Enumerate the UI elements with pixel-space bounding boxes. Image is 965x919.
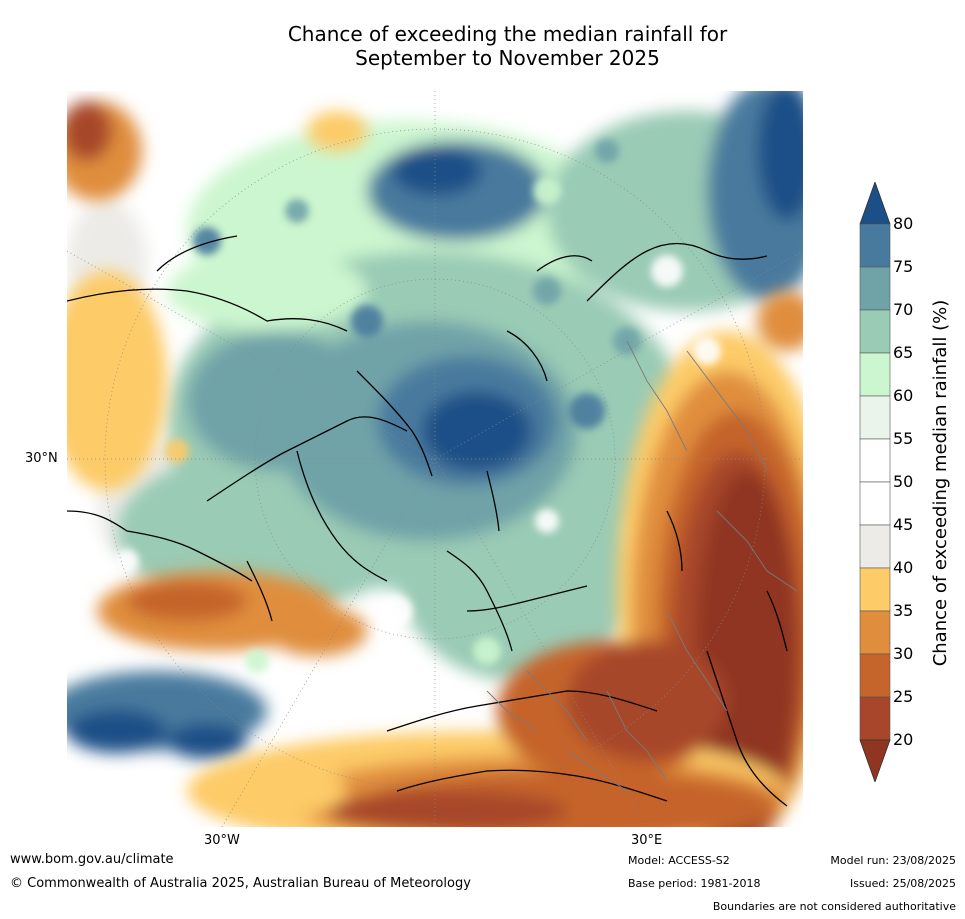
lon-30w-label: 30°W [204,833,240,848]
country-borders [486,340,798,792]
colorbar-tick-label: 80 [893,214,914,233]
colorbar-band [859,309,891,354]
colorbar-tick-label: 60 [893,386,914,405]
speckle-texture [115,139,721,707]
rainfall-probability-map[interactable] [67,91,803,827]
colorbar-band [859,653,891,698]
colorbar-tick-label: 65 [893,343,914,362]
model-name: Model: ACCESS-S2 [628,854,730,867]
colorbar-tick-label: 35 [893,601,914,620]
colorbar-band [859,352,891,397]
colorbar-band [859,395,891,440]
copyright-notice: © Commonwealth of Australia 2025, Austra… [10,876,471,891]
colorbar-band [859,438,891,483]
lon-30e-label: 30°E [631,833,663,848]
colorbar-band [859,610,891,655]
colorbar-tick-label: 75 [893,257,914,276]
colorbar-tick-label: 45 [893,515,914,534]
colorbar-band [859,696,891,741]
boundaries-disclaimer: Boundaries are not considered authoritat… [712,900,956,913]
colorbar-tick-label: 30 [893,644,914,663]
colorbar-tick-label: 40 [893,558,914,577]
colorbar-tick-label: 55 [893,429,914,448]
colorbar-tick-label: 70 [893,300,914,319]
title-line-1: Chance of exceeding the median rainfall … [287,22,728,46]
colorbar-svg [859,180,891,784]
colorbar-tick-label: 25 [893,687,914,706]
base-period: Base period: 1981-2018 [628,877,761,890]
colorbar-band [859,266,891,311]
colorbar-tick-label: 50 [893,472,914,491]
colorbar-band [859,524,891,569]
colorbar-extend-bottom [859,739,891,784]
colorbar [858,180,918,784]
colorbar-tick-label: 20 [893,730,914,749]
lat-30n-label: 30°N [25,451,58,466]
colorbar-extend-top [859,180,891,225]
map-canvas [67,91,803,827]
colorbar-band [859,567,891,612]
colorbar-bands [859,180,891,784]
graticule [67,91,803,827]
coastlines [67,235,788,807]
colorbar-band [859,223,891,268]
website-link[interactable]: www.bom.gov.au/climate [10,852,174,867]
title-line-2: September to November 2025 [355,46,660,70]
colorbar-label: Chance of exceeding median rainfall (%) [930,299,951,667]
colorbar-band [859,481,891,526]
issued-date: Issued: 25/08/2025 [849,877,956,890]
map-title: Chance of exceeding the median rainfall … [200,22,815,70]
dry-regions [67,101,803,827]
model-run-date: Model run: 23/08/2025 [830,854,956,867]
